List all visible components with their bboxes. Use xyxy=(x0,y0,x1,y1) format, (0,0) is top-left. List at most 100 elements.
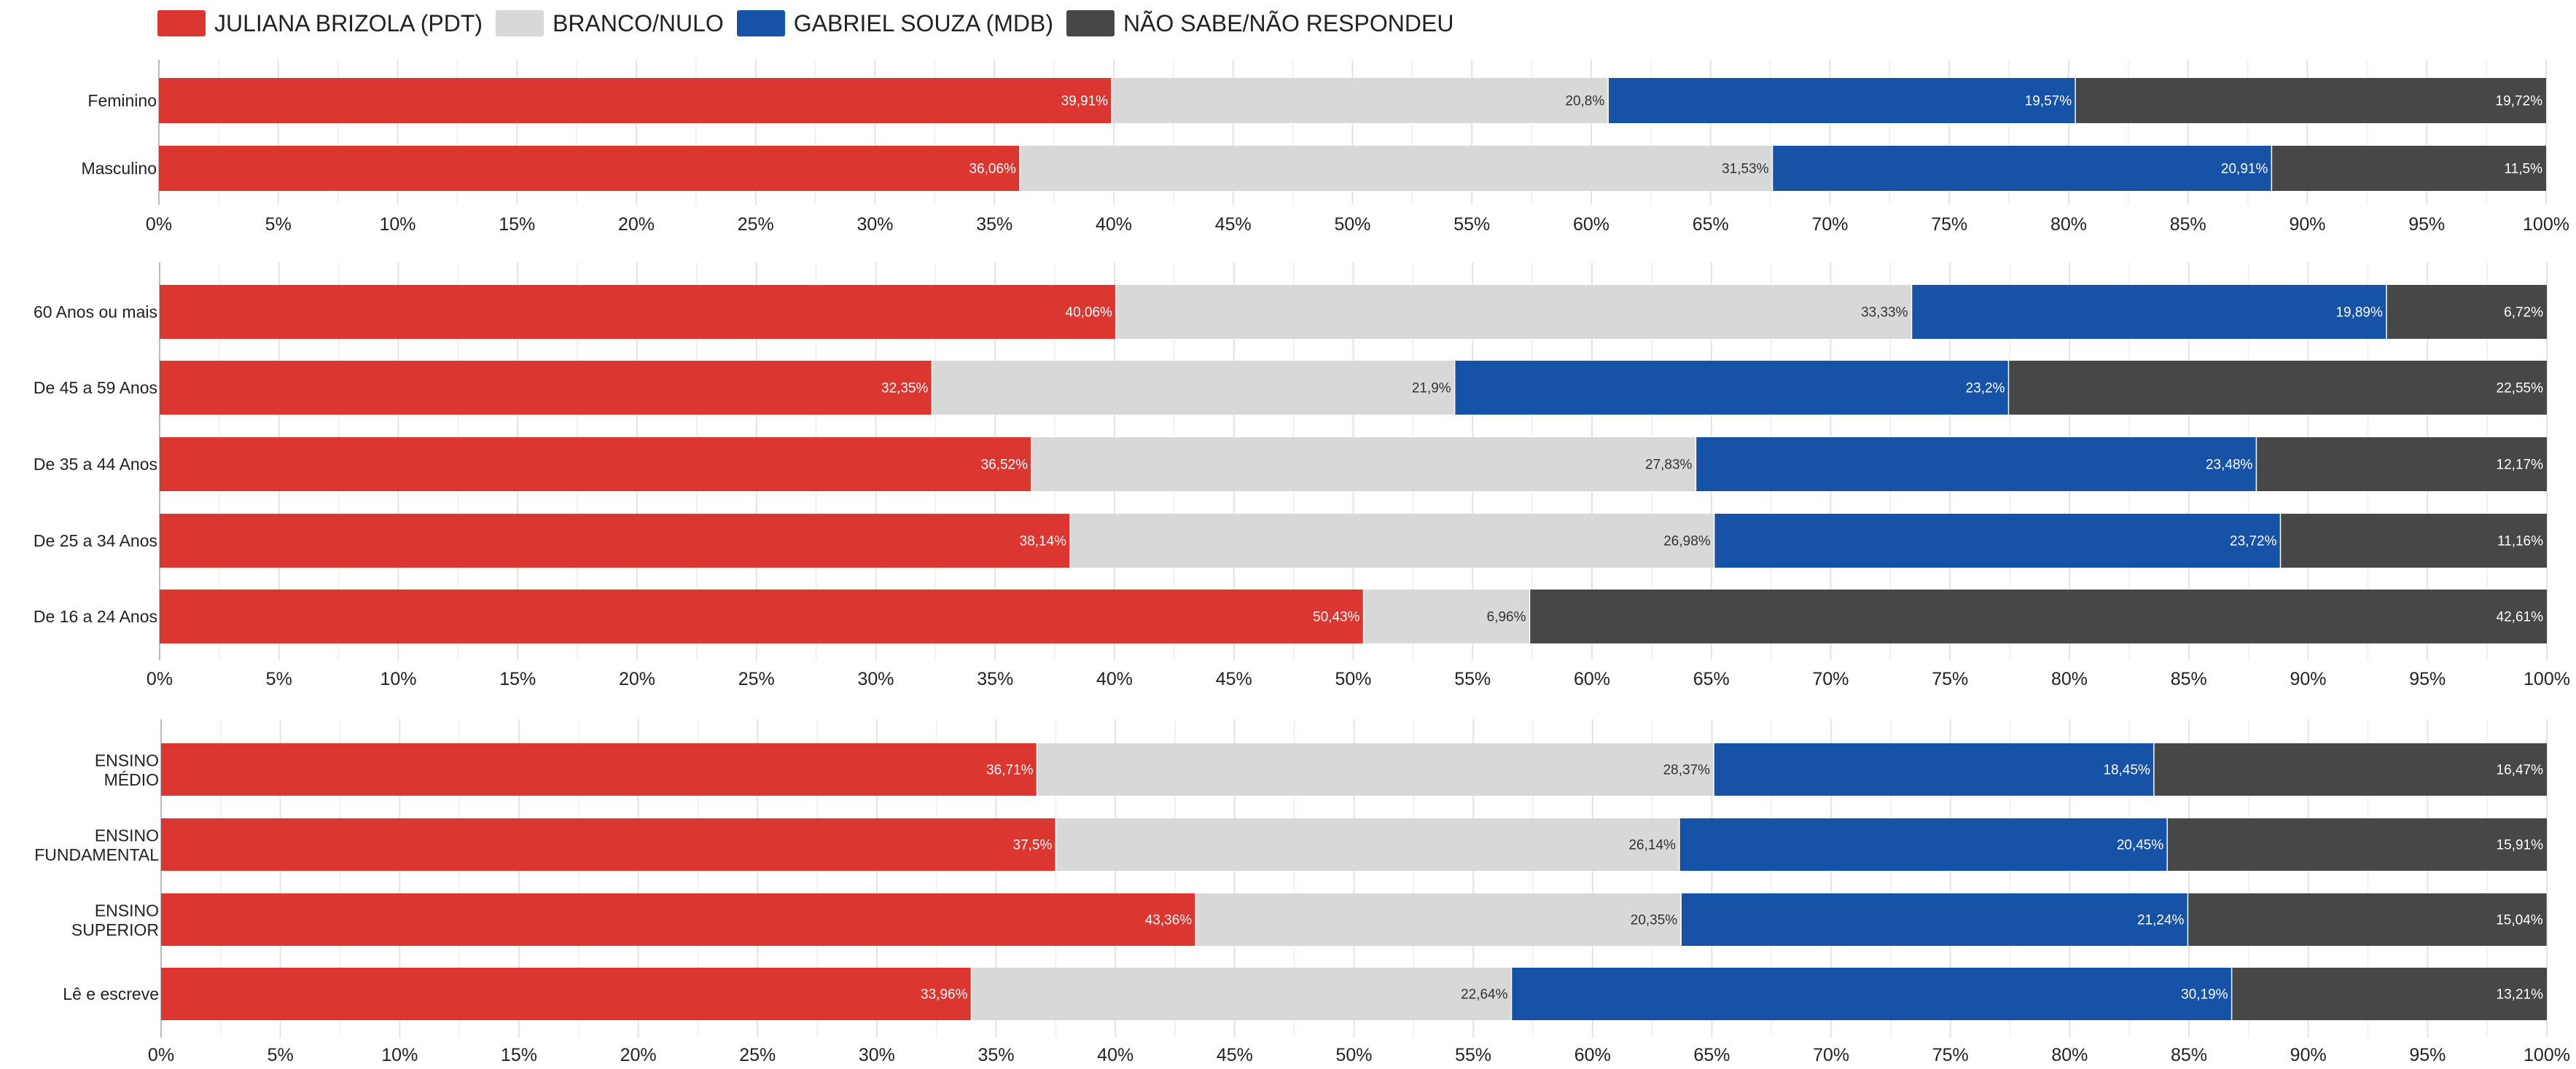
bar-segment-branco-nulo-masculino[interactable] xyxy=(1019,146,1773,191)
bar-segment-branco-nulo-60-anos-ou-mais[interactable] xyxy=(1115,285,1912,339)
category-label-de-45-a-59-anos: De 45 a 59 Anos xyxy=(34,378,157,397)
bar-segment-branco-nulo-ensino-superior[interactable] xyxy=(1195,893,1682,946)
category-label-de-16-a-24-anos: De 16 a 24 Anos xyxy=(34,607,157,626)
x-tick-label: 95% xyxy=(2408,214,2445,235)
legend-label-branco-nulo: BRANCO/NULO xyxy=(553,9,724,36)
x-tick-label: 100% xyxy=(2524,669,2570,689)
bar-segment-gabriel-souza-mdb-feminino[interactable] xyxy=(1608,78,2076,123)
x-tick-label: 80% xyxy=(2051,669,2088,689)
data-label-nao-sabe-nao-respondeu-ensino-superior: 15,04% xyxy=(2496,913,2543,928)
bar-segment-gabriel-souza-mdb-de-45-a-59-anos[interactable] xyxy=(1454,361,2009,415)
x-tick-label: 85% xyxy=(2171,669,2207,689)
bar-segment-nao-sabe-nao-respondeu-ensino-medio[interactable] xyxy=(2153,743,2547,796)
category-label-de-25-a-34-anos: De 25 a 34 Anos xyxy=(34,531,157,550)
x-tick-label: 10% xyxy=(380,669,416,689)
bar-segment-juliana-brizola-pdt-de-45-a-59-anos[interactable] xyxy=(160,361,932,415)
bar-segment-gabriel-souza-mdb-de-35-a-44-anos[interactable] xyxy=(1695,437,2257,491)
bar-segment-nao-sabe-nao-respondeu-de-45-a-59-anos[interactable] xyxy=(2008,361,2547,415)
bar-segment-juliana-brizola-pdt-le-e-escreve[interactable] xyxy=(161,968,972,1020)
bar-segment-nao-sabe-nao-respondeu-feminino[interactable] xyxy=(2075,78,2546,123)
bar-segment-nao-sabe-nao-respondeu-de-35-a-44-anos[interactable] xyxy=(2256,437,2547,491)
x-tick-label: 75% xyxy=(1931,214,1967,235)
data-label-branco-nulo-ensino-medio: 28,37% xyxy=(1663,763,1711,778)
x-tick-label: 55% xyxy=(1455,1045,1491,1065)
x-tick-label: 65% xyxy=(1693,1045,1730,1065)
bar-segment-juliana-brizola-pdt-de-35-a-44-anos[interactable] xyxy=(160,437,1032,491)
bar-segment-gabriel-souza-mdb-ensino-superior[interactable] xyxy=(1681,893,2188,946)
bar-segment-nao-sabe-nao-respondeu-de-25-a-34-anos[interactable] xyxy=(2280,514,2547,568)
bar-segment-gabriel-souza-mdb-le-e-escreve[interactable] xyxy=(1511,968,2232,1020)
x-tick-label: 0% xyxy=(148,1045,174,1065)
x-tick-label: 85% xyxy=(2170,214,2206,235)
data-label-juliana-brizola-pdt-ensino-medio: 36,71% xyxy=(986,763,1034,778)
data-label-gabriel-souza-mdb-60-anos-ou-mais: 19,89% xyxy=(2335,305,2383,321)
bar-segment-nao-sabe-nao-respondeu-le-e-escreve[interactable] xyxy=(2231,968,2547,1020)
bar-segment-nao-sabe-nao-respondeu-ensino-fundamental[interactable] xyxy=(2167,818,2547,871)
x-tick-label: 20% xyxy=(618,214,655,235)
x-tick-label: 70% xyxy=(1811,214,1848,235)
data-label-nao-sabe-nao-respondeu-de-45-a-59-anos: 22,55% xyxy=(2497,381,2544,396)
x-tick-label: 5% xyxy=(268,1045,294,1065)
bar-segment-gabriel-souza-mdb-ensino-medio[interactable] xyxy=(1714,743,2154,796)
data-label-branco-nulo-ensino-fundamental: 26,14% xyxy=(1628,838,1676,853)
data-label-nao-sabe-nao-respondeu-de-16-a-24-anos: 42,61% xyxy=(2497,610,2544,625)
legend-item-gabriel-souza[interactable]: GABRIEL SOUZA (MDB) xyxy=(736,10,1053,37)
bar-segment-juliana-brizola-pdt-60-anos-ou-mais[interactable] xyxy=(160,285,1116,339)
bar-segment-branco-nulo-de-16-a-24-anos[interactable] xyxy=(1363,590,1530,643)
bar-segment-juliana-brizola-pdt-ensino-superior[interactable] xyxy=(161,893,1196,946)
data-label-juliana-brizola-pdt-de-25-a-34-anos: 38,14% xyxy=(1020,534,1067,549)
legend-label-juliana-brizola: JULIANA BRIZOLA (PDT) xyxy=(214,9,483,36)
data-label-gabriel-souza-mdb-ensino-fundamental: 20,45% xyxy=(2117,838,2164,853)
x-tick-label: 75% xyxy=(1932,1045,1969,1065)
x-tick-label: 90% xyxy=(2290,1045,2327,1065)
bar-segment-gabriel-souza-mdb-de-25-a-34-anos[interactable] xyxy=(1714,514,2281,568)
bar-segment-branco-nulo-feminino[interactable] xyxy=(1112,78,1609,123)
bar-segment-branco-nulo-de-25-a-34-anos[interactable] xyxy=(1070,514,1714,568)
bar-segment-juliana-brizola-pdt-feminino[interactable] xyxy=(159,78,1112,123)
bar-segment-juliana-brizola-pdt-ensino-fundamental[interactable] xyxy=(161,818,1056,871)
bar-segment-gabriel-souza-mdb-masculino[interactable] xyxy=(1772,146,2272,191)
data-label-juliana-brizola-pdt-masculino: 36,06% xyxy=(969,162,1017,177)
bar-segment-juliana-brizola-pdt-de-25-a-34-anos[interactable] xyxy=(160,514,1071,568)
bar-segment-gabriel-souza-mdb-60-anos-ou-mais[interactable] xyxy=(1911,285,2386,339)
category-label-de-35-a-44-anos: De 35 a 44 Anos xyxy=(34,455,157,474)
bar-segment-branco-nulo-de-45-a-59-anos[interactable] xyxy=(932,361,1455,415)
data-label-nao-sabe-nao-respondeu-de-25-a-34-anos: 11,16% xyxy=(2497,534,2543,549)
bar-segment-branco-nulo-le-e-escreve[interactable] xyxy=(971,968,1512,1020)
x-tick-label: 50% xyxy=(1335,669,1371,689)
bar-segment-nao-sabe-nao-respondeu-60-anos-ou-mais[interactable] xyxy=(2386,285,2547,339)
x-tick-label: 50% xyxy=(1335,1045,1372,1065)
data-label-nao-sabe-nao-respondeu-ensino-medio: 16,47% xyxy=(2497,763,2544,778)
data-label-branco-nulo-de-45-a-59-anos: 21,9% xyxy=(1412,381,1451,396)
bar-segment-juliana-brizola-pdt-masculino[interactable] xyxy=(159,146,1020,191)
data-label-gabriel-souza-mdb-de-45-a-59-anos: 23,2% xyxy=(1966,381,2005,396)
x-tick-label: 80% xyxy=(2051,1045,2088,1065)
legend-label-nao-sabe: NÃO SABE/NÃO RESPONDEU xyxy=(1123,9,1454,36)
x-tick-label: 85% xyxy=(2171,1045,2207,1065)
data-label-gabriel-souza-mdb-de-35-a-44-anos: 23,48% xyxy=(2206,458,2253,473)
chart-legend: JULIANA BRIZOLA (PDT) BRANCO/NULO GABRIE… xyxy=(157,9,1467,38)
bar-segment-nao-sabe-nao-respondeu-ensino-superior[interactable] xyxy=(2187,893,2547,946)
bar-segment-nao-sabe-nao-respondeu-de-16-a-24-anos[interactable] xyxy=(1529,590,2547,643)
chart-panel-1: 0% 5% 10% 15% 20% 25% 30% 35% 40% 45% 50% 55% 60% 65%… xyxy=(81,60,2569,235)
bar-segment-branco-nulo-ensino-medio[interactable] xyxy=(1037,743,1714,796)
x-tick-label: 95% xyxy=(2409,1045,2446,1065)
bar-segment-juliana-brizola-pdt-de-16-a-24-anos[interactable] xyxy=(160,590,1364,643)
bar-segment-branco-nulo-de-35-a-44-anos[interactable] xyxy=(1031,437,1696,491)
bar-segment-nao-sabe-nao-respondeu-masculino[interactable] xyxy=(2271,146,2546,191)
data-label-juliana-brizola-pdt-de-16-a-24-anos: 50,43% xyxy=(1313,610,1360,625)
x-tick-label: 20% xyxy=(620,1045,657,1065)
x-tick-label: 35% xyxy=(977,669,1013,689)
legend-item-nao-sabe[interactable]: NÃO SABE/NÃO RESPONDEU xyxy=(1066,10,1453,37)
x-tick-label: 55% xyxy=(1454,669,1491,689)
bar-segment-juliana-brizola-pdt-ensino-medio[interactable] xyxy=(161,743,1037,796)
bar-segment-branco-nulo-ensino-fundamental[interactable] xyxy=(1055,818,1679,871)
bar-segment-gabriel-souza-mdb-ensino-fundamental[interactable] xyxy=(1679,818,2168,871)
data-label-branco-nulo-60-anos-ou-mais: 33,33% xyxy=(1861,305,1908,321)
x-tick-label: 0% xyxy=(147,669,173,689)
x-tick-label: 10% xyxy=(381,1045,418,1065)
x-tick-label: 30% xyxy=(856,214,893,235)
legend-item-branco-nulo[interactable]: BRANCO/NULO xyxy=(496,10,724,37)
legend-item-juliana-brizola[interactable]: JULIANA BRIZOLA (PDT) xyxy=(157,10,483,37)
